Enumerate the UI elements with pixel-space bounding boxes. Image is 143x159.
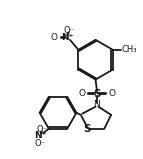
Text: N⁺: N⁺ <box>34 131 46 140</box>
Text: O: O <box>108 89 115 98</box>
Text: N: N <box>94 100 100 110</box>
Text: S: S <box>93 89 101 99</box>
Text: O: O <box>51 33 58 41</box>
Text: O⁻: O⁻ <box>36 125 47 134</box>
Text: CH₃: CH₃ <box>122 45 137 54</box>
Text: O: O <box>79 89 86 98</box>
Text: O⁻: O⁻ <box>64 26 75 35</box>
Text: O⁻: O⁻ <box>35 139 46 148</box>
Text: S: S <box>83 124 91 134</box>
Text: N⁺: N⁺ <box>61 33 73 41</box>
